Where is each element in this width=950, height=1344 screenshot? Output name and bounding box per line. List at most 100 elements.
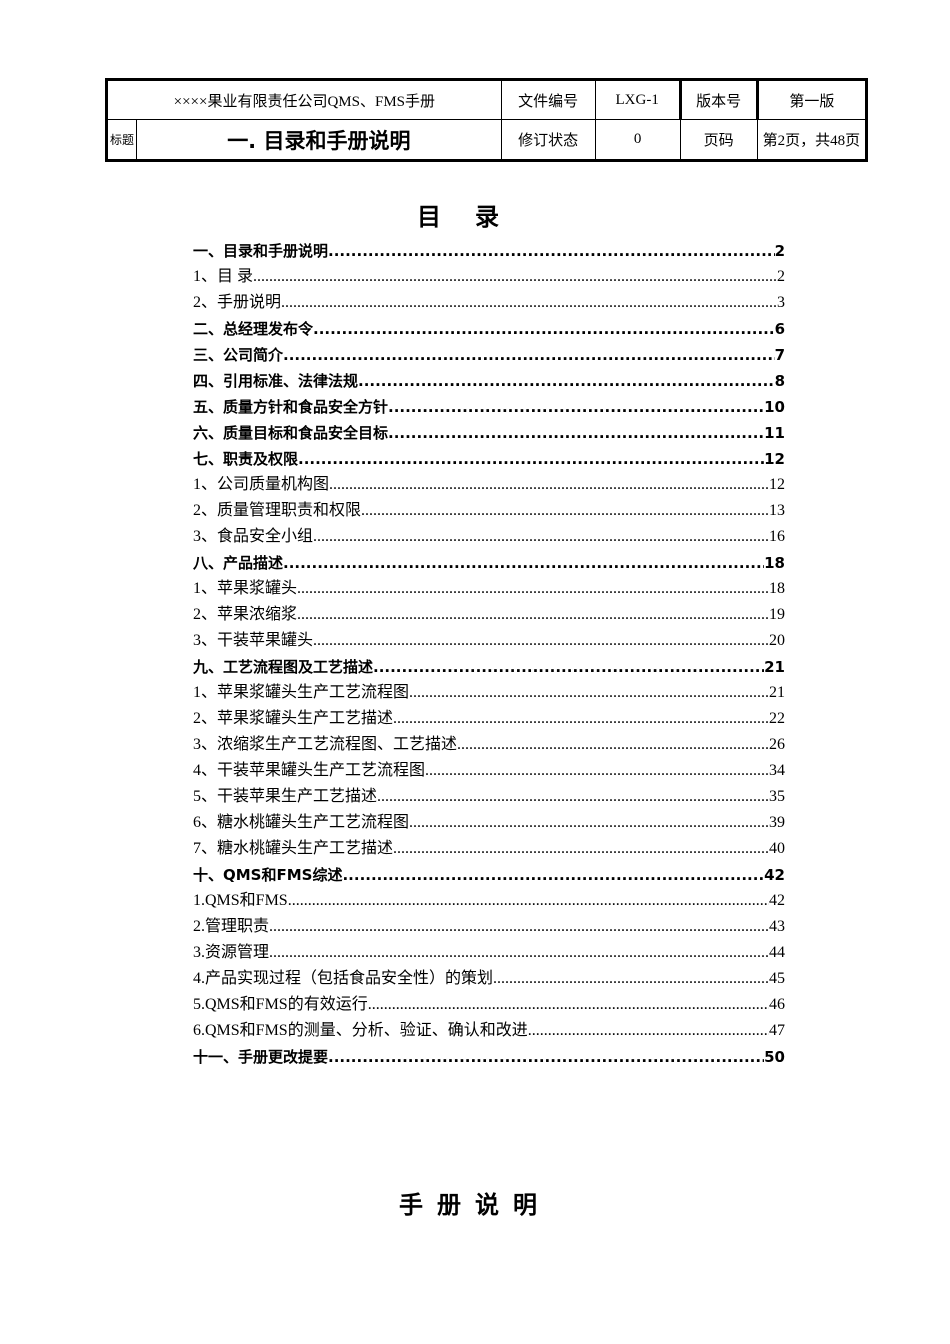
page-label: 页码 xyxy=(679,119,758,161)
toc-entry-text: 1.QMS和FMS xyxy=(193,892,288,909)
toc-entry[interactable]: 7、糖水桃罐头生产工艺描述 40 xyxy=(193,836,785,862)
toc-entry[interactable]: 十一、手册更改提要 50 xyxy=(193,1044,785,1070)
toc-entry-page: 8 xyxy=(774,372,785,390)
toc-entry-text: 3.资源管理 xyxy=(193,944,270,961)
toc-entry-page: 44 xyxy=(769,944,785,961)
file-number-label: 文件编号 xyxy=(500,79,596,120)
dot-leader xyxy=(342,862,764,888)
toc-entry[interactable]: 1、公司质量机构图 12 xyxy=(193,472,785,498)
toc-entry[interactable]: 三、公司简介 7 xyxy=(193,342,785,368)
toc-entry-text: 7、糖水桃罐头生产工艺描述 xyxy=(193,840,394,857)
toc-entry[interactable]: 4、干装苹果罐头生产工艺流程图 34 xyxy=(193,758,785,784)
toc-entry[interactable]: 6、糖水桃罐头生产工艺流程图 39 xyxy=(193,810,785,836)
toc-entry-text: 2、手册说明 xyxy=(193,294,282,311)
dot-leader xyxy=(253,264,777,290)
toc-entry-text: 二、总经理发布令 xyxy=(193,320,314,338)
toc-entry-page: 19 xyxy=(769,606,785,623)
toc-entry[interactable]: 3、浓缩浆生产工艺流程图、工艺描述 26 xyxy=(193,732,785,758)
toc-entry[interactable]: 二、总经理发布令 6 xyxy=(193,316,785,342)
toc-entry-text: 6.QMS和FMS的测量、分析、验证、确认和改进 xyxy=(193,1022,528,1039)
toc-entry-text: 1、苹果浆罐头生产工艺流程图 xyxy=(193,684,410,701)
dot-leader xyxy=(281,290,777,316)
toc-entry[interactable]: 九、工艺流程图及工艺描述 21 xyxy=(193,654,785,680)
toc-entry[interactable]: 七、职责及权限 12 xyxy=(193,446,785,472)
dot-leader xyxy=(313,316,775,342)
dot-leader xyxy=(313,628,769,654)
toc-entry-text: 十、QMS和FMS综述 xyxy=(193,866,343,884)
toc-entry[interactable]: 4.产品实现过程（包括食品安全性）的策划 45 xyxy=(193,966,785,992)
toc-entry[interactable]: 一、目录和手册说明 2 xyxy=(193,238,785,264)
toc-entry-text: 九、工艺流程图及工艺描述 xyxy=(193,658,374,676)
toc-entry[interactable]: 十、QMS和FMS综述 42 xyxy=(193,862,785,888)
toc-entry[interactable]: 六、质量目标和食品安全目标 11 xyxy=(193,420,785,446)
toc-entry-page: 21 xyxy=(764,658,785,676)
toc-entry[interactable]: 2、苹果浓缩浆 19 xyxy=(193,602,785,628)
version-label: 版本号 xyxy=(678,79,759,120)
toc-entry-text: 四、引用标准、法律法规 xyxy=(193,372,359,390)
dot-leader xyxy=(269,914,769,940)
document-header-table: ××××果业有限责任公司QMS、FMS手册 文件编号 LXG-1 版本号 第一版… xyxy=(105,78,868,162)
toc-entry[interactable]: 5、干装苹果生产工艺描述 35 xyxy=(193,784,785,810)
toc-entry-text: 八、产品描述 xyxy=(193,554,284,572)
dot-leader xyxy=(457,732,769,758)
toc-entry-page: 50 xyxy=(764,1048,785,1066)
toc-entry-page: 39 xyxy=(769,814,785,831)
dot-leader xyxy=(358,368,775,394)
toc-entry[interactable]: 1、苹果浆罐头生产工艺流程图 21 xyxy=(193,680,785,706)
toc-entry[interactable]: 2、手册说明 3 xyxy=(193,290,785,316)
toc-entry-text: 三、公司简介 xyxy=(193,346,284,364)
file-number: LXG-1 xyxy=(594,79,681,120)
toc-entry[interactable]: 1、目 录 2 xyxy=(193,264,785,290)
toc-entry[interactable]: 1.QMS和FMS 42 xyxy=(193,888,785,914)
toc-entry[interactable]: 2、质量管理职责和权限 13 xyxy=(193,498,785,524)
toc-entry-page: 18 xyxy=(769,580,785,597)
toc-entry-text: 4.产品实现过程（包括食品安全性）的策划 xyxy=(193,970,494,987)
toc-entry-page: 13 xyxy=(769,502,785,519)
toc-entry-page: 3 xyxy=(777,294,785,311)
toc-entry-page: 20 xyxy=(769,632,785,649)
toc-entry[interactable]: 3、食品安全小组 16 xyxy=(193,524,785,550)
toc-entry[interactable]: 2.管理职责 43 xyxy=(193,914,785,940)
toc-entry-page: 21 xyxy=(769,684,785,701)
toc-entry[interactable]: 5.QMS和FMS的有效运行 46 xyxy=(193,992,785,1018)
dot-leader xyxy=(409,810,769,836)
manual-description-title: 手册说明 xyxy=(399,1191,551,1219)
toc-entry-text: 十一、手册更改提要 xyxy=(193,1048,329,1066)
toc-entry-page: 18 xyxy=(764,554,785,572)
company-manual-name: ××××果业有限责任公司QMS、FMS手册 xyxy=(106,79,502,120)
toc-entry-page: 2 xyxy=(777,268,785,285)
dot-leader xyxy=(368,992,769,1018)
toc-entry-text: 3、干装苹果罐头 xyxy=(193,632,314,649)
toc-entry[interactable]: 1、苹果浆罐头 18 xyxy=(193,576,785,602)
toc-entry[interactable]: 四、引用标准、法律法规 8 xyxy=(193,368,785,394)
toc-entry-page: 7 xyxy=(774,346,785,364)
dot-leader xyxy=(528,1018,769,1044)
page-number: 第2页，共48页 xyxy=(756,119,868,161)
dot-leader xyxy=(388,394,764,420)
dot-leader xyxy=(393,706,769,732)
table-of-contents: 一、目录和手册说明 2 1、目 录 2 2、手册说明 3 二、总经理发布令 6 三、公司简介 7 四… xyxy=(193,238,785,1070)
toc-entry-text: 七、职责及权限 xyxy=(193,450,299,468)
toc-entry-page: 16 xyxy=(769,528,785,545)
dot-leader xyxy=(409,680,769,706)
toc-title: 目录 xyxy=(417,203,533,231)
dot-leader xyxy=(297,576,769,602)
dot-leader xyxy=(283,550,764,576)
toc-entry[interactable]: 6.QMS和FMS的测量、分析、验证、确认和改进 47 xyxy=(193,1018,785,1044)
dot-leader xyxy=(425,758,769,784)
dot-leader xyxy=(269,940,769,966)
dot-leader xyxy=(283,342,775,368)
toc-entry[interactable]: 2、苹果浆罐头生产工艺描述 22 xyxy=(193,706,785,732)
dot-leader xyxy=(298,446,764,472)
toc-entry[interactable]: 3、干装苹果罐头 20 xyxy=(193,628,785,654)
toc-entry-text: 5.QMS和FMS的有效运行 xyxy=(193,996,368,1013)
toc-entry-page: 6 xyxy=(774,320,785,338)
toc-entry[interactable]: 八、产品描述 18 xyxy=(193,550,785,576)
toc-entry[interactable]: 3.资源管理 44 xyxy=(193,940,785,966)
toc-entry-page: 34 xyxy=(769,762,785,779)
title-label: 标题 xyxy=(106,119,137,161)
toc-entry-text: 五、质量方针和食品安全方针 xyxy=(193,398,389,416)
toc-entry-text: 6、糖水桃罐头生产工艺流程图 xyxy=(193,814,410,831)
toc-entry[interactable]: 五、质量方针和食品安全方针 10 xyxy=(193,394,785,420)
toc-entry-text: 4、干装苹果罐头生产工艺流程图 xyxy=(193,762,426,779)
